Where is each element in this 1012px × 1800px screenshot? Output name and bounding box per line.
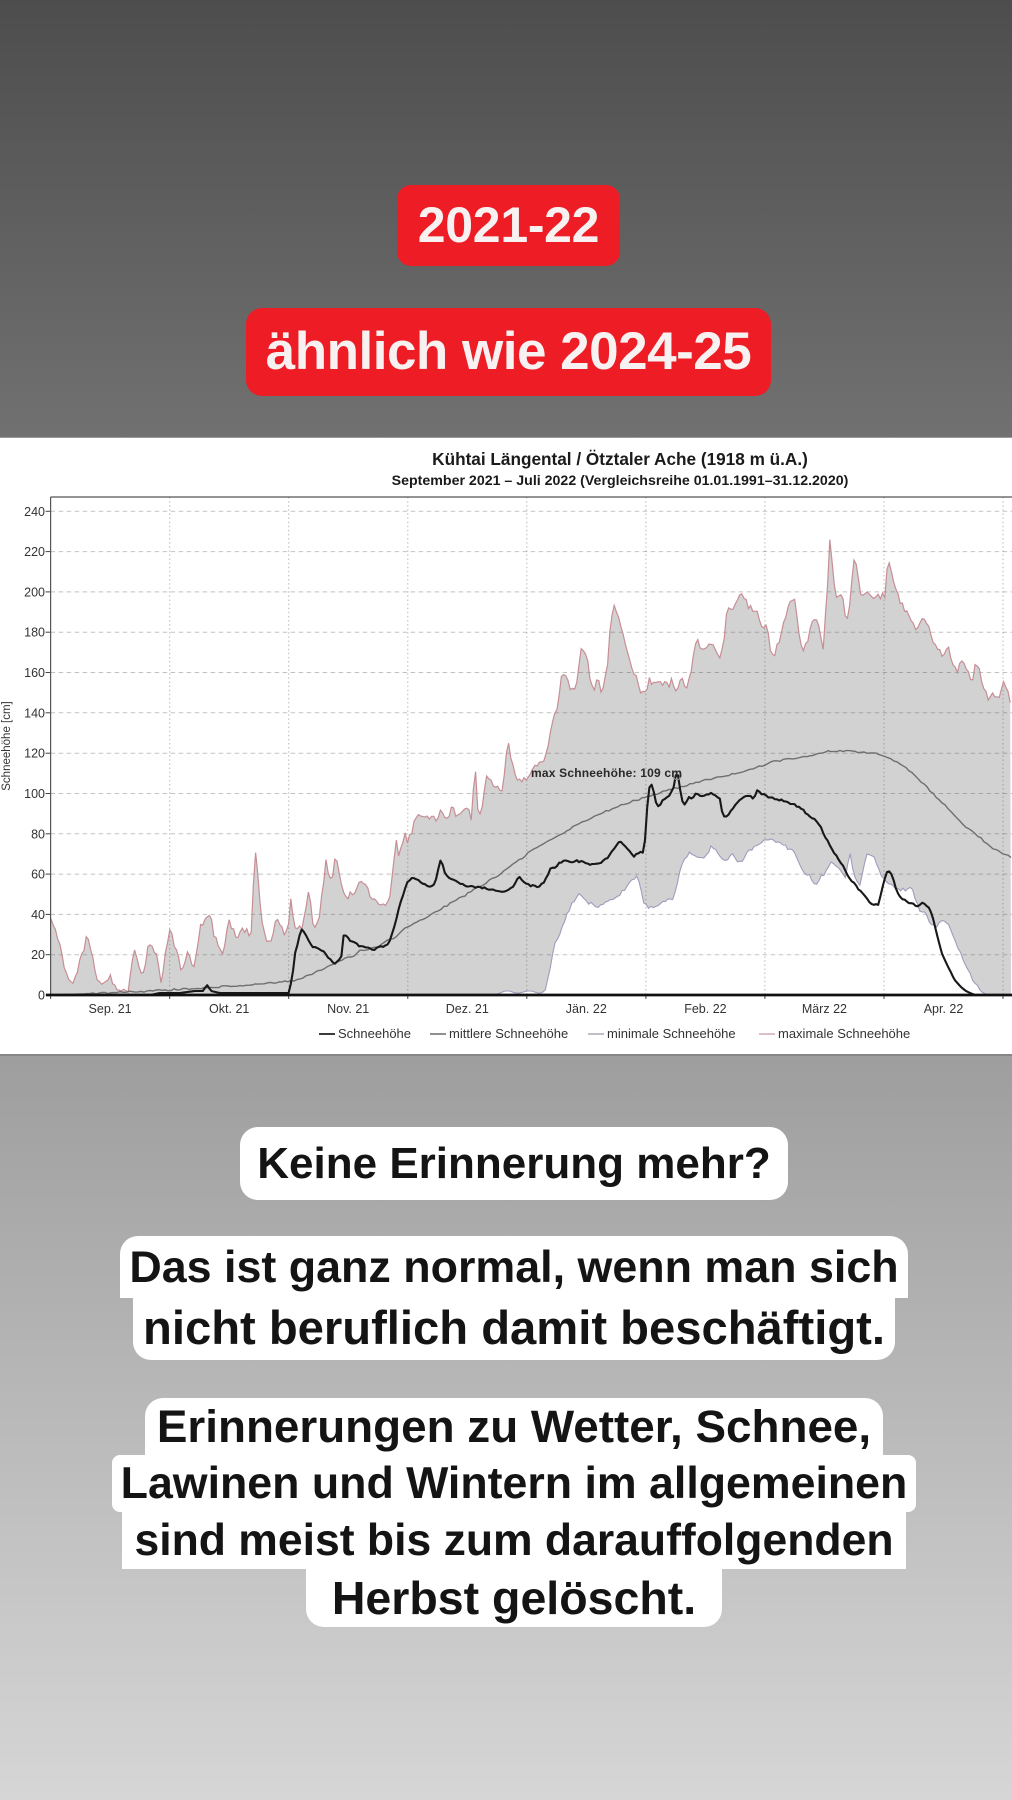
svg-text:180: 180 — [24, 626, 45, 640]
svg-text:160: 160 — [24, 666, 45, 680]
svg-text:Okt. 21: Okt. 21 — [209, 1002, 249, 1016]
svg-text:60: 60 — [31, 868, 45, 882]
svg-text:Feb. 22: Feb. 22 — [684, 1002, 726, 1016]
svg-text:Nov. 21: Nov. 21 — [327, 1002, 369, 1016]
svg-text:40: 40 — [31, 908, 45, 922]
svg-text:Schneehöhe: Schneehöhe — [338, 1026, 411, 1041]
svg-text:20: 20 — [31, 948, 45, 962]
svg-text:mittlere Schneehöhe: mittlere Schneehöhe — [449, 1026, 568, 1041]
svg-text:0: 0 — [38, 989, 45, 1003]
svg-text:Jän. 22: Jän. 22 — [566, 1002, 607, 1016]
svg-text:200: 200 — [24, 585, 45, 599]
svg-text:120: 120 — [24, 747, 45, 761]
svg-text:September 2021 – Juli 2022 (Ve: September 2021 – Juli 2022 (Vergleichsre… — [392, 473, 849, 489]
svg-text:maximale Schneehöhe: maximale Schneehöhe — [778, 1026, 910, 1041]
svg-text:240: 240 — [24, 505, 45, 519]
svg-text:max Schneehöhe: 109 cm: max Schneehöhe: 109 cm — [531, 766, 682, 780]
svg-text:140: 140 — [24, 706, 45, 720]
svg-text:Apr. 22: Apr. 22 — [924, 1002, 964, 1016]
svg-text:Dez. 21: Dez. 21 — [446, 1002, 489, 1016]
svg-text:100: 100 — [24, 787, 45, 801]
svg-text:Kühtai Längental / Ötztaler Ac: Kühtai Längental / Ötztaler Ache (1918 m… — [432, 449, 808, 469]
svg-text:März 22: März 22 — [802, 1002, 847, 1016]
svg-text:Sep. 21: Sep. 21 — [89, 1002, 132, 1016]
svg-text:80: 80 — [31, 827, 45, 841]
svg-text:220: 220 — [24, 545, 45, 559]
svg-text:Schneehöhe [cm]: Schneehöhe [cm] — [1, 701, 13, 791]
svg-text:minimale Schneehöhe: minimale Schneehöhe — [607, 1026, 736, 1041]
